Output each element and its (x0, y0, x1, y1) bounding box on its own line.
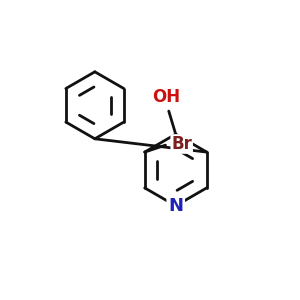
Text: N: N (168, 197, 183, 215)
Text: OH: OH (152, 88, 181, 106)
Text: Br: Br (171, 135, 192, 153)
